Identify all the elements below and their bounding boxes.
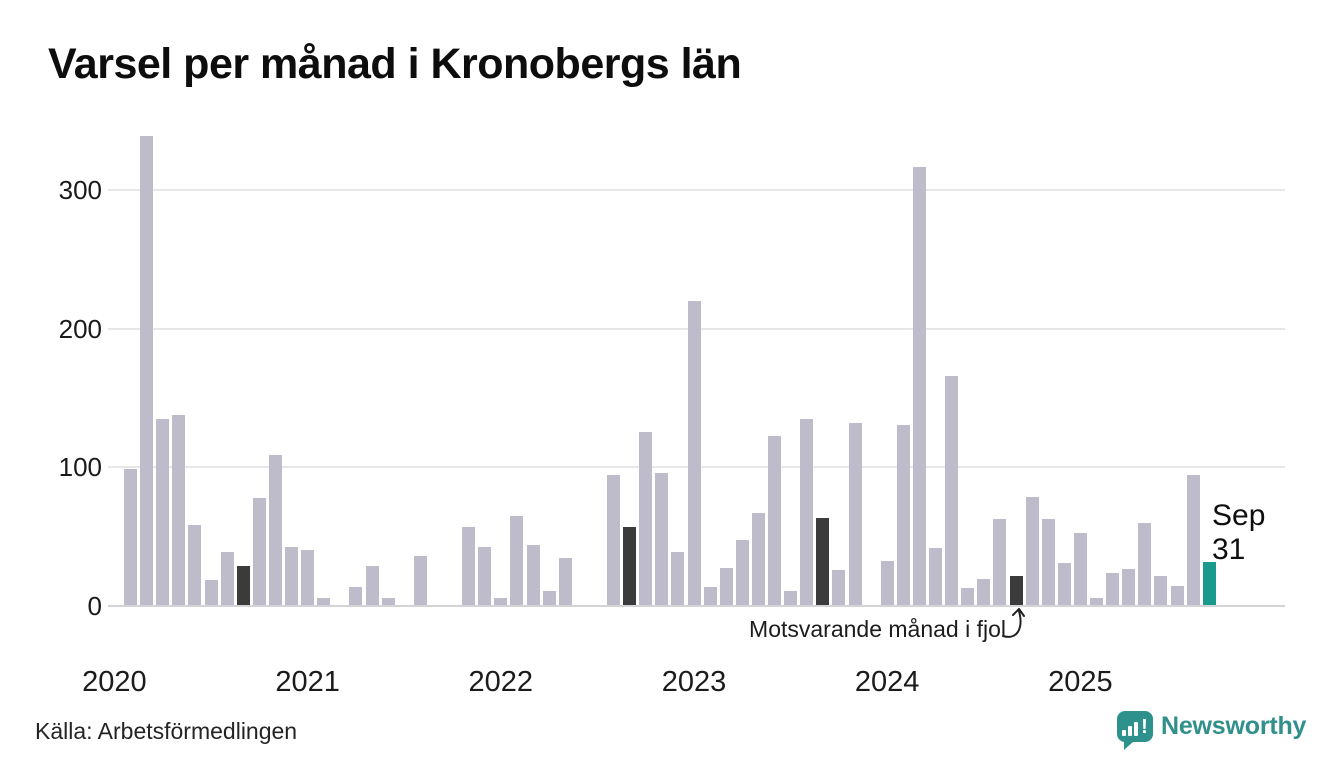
bar-2024-02 <box>896 424 910 605</box>
bar-2022-01 <box>494 598 508 605</box>
bar-2025-08 <box>1186 474 1200 605</box>
bar-2025-03 <box>1106 573 1120 605</box>
bar-2022-02 <box>510 516 524 605</box>
y-axis-tick-100: 100 <box>58 452 102 483</box>
bar-2024-04 <box>929 548 942 605</box>
chart-title: Varsel per månad i Kronobergs län <box>48 40 742 88</box>
bar-2020-06 <box>188 524 202 605</box>
x-axis-year-2025: 2025 <box>1048 666 1113 698</box>
bar-2025-02 <box>1090 598 1103 605</box>
bar-2020-09 <box>236 566 250 605</box>
x-axis-year-2023: 2023 <box>661 666 727 698</box>
last-year-annotation: Motsvarande månad i fjol <box>749 616 1006 642</box>
bar-2020-05 <box>172 414 186 605</box>
bar-2020-04 <box>156 419 170 605</box>
bar-2020-10 <box>252 498 266 605</box>
bar-2020-11 <box>268 455 282 605</box>
bar-2023-03 <box>719 567 733 605</box>
y-axis-tick-200: 200 <box>58 313 102 344</box>
bar-2023-11 <box>848 423 862 605</box>
bar-2022-12 <box>671 552 685 605</box>
bar-2021-01 <box>301 549 315 605</box>
gridline-300 <box>108 188 1285 191</box>
bar-2025-05 <box>1138 523 1152 605</box>
x-axis-year-2022: 2022 <box>468 666 534 698</box>
bar-2022-11 <box>655 473 669 605</box>
bar-2023-09 <box>816 517 830 605</box>
bar-2021-11 <box>462 527 476 605</box>
bar-2024-01 <box>880 560 894 605</box>
newsworthy-logo: ! Newsworthy <box>1117 711 1307 750</box>
newsworthy-logo-text: Newsworthy <box>1161 712 1307 740</box>
bar-2023-02 <box>703 586 717 605</box>
bar-2022-05 <box>558 557 572 605</box>
bar-2024-08 <box>993 519 1007 605</box>
current-value: 31 <box>1212 533 1246 566</box>
bar-2025-01 <box>1073 532 1087 605</box>
bar-2021-05 <box>365 566 379 605</box>
bar-2024-11 <box>1041 519 1055 605</box>
bar-2022-04 <box>542 591 556 605</box>
bar-2021-12 <box>478 546 492 605</box>
bar-2024-10 <box>1025 496 1039 605</box>
y-axis-tick-300: 300 <box>58 174 102 205</box>
x-axis-year-2020: 2020 <box>82 666 147 698</box>
bar-2023-01 <box>687 301 701 605</box>
bar-2021-02 <box>317 598 331 605</box>
bar-2025-06 <box>1154 575 1168 605</box>
bar-2021-04 <box>349 586 363 605</box>
current-value-label: Sep 31 <box>1212 499 1265 567</box>
bar-2022-10 <box>639 431 653 605</box>
newsworthy-logo-icon: ! <box>1117 711 1153 750</box>
bar-2023-05 <box>751 513 765 605</box>
y-axis-tick-0: 0 <box>87 591 102 621</box>
bar-2023-08 <box>800 419 814 605</box>
bar-2021-08 <box>413 556 427 605</box>
bar-2024-03 <box>912 166 926 605</box>
bar-2023-07 <box>784 591 798 605</box>
annotation-arrow-icon <box>1002 608 1025 638</box>
bar-2025-04 <box>1122 568 1136 605</box>
current-month-label: Sep <box>1212 499 1266 532</box>
bar-2020-03 <box>140 136 154 605</box>
bar-2020-08 <box>220 552 234 605</box>
bar-2023-06 <box>768 435 781 605</box>
bar-2024-09 <box>1009 575 1023 605</box>
source-credit: Källa: Arbetsförmedlingen <box>35 718 298 744</box>
bar-2025-09 <box>1202 562 1216 605</box>
bar-2020-12 <box>285 546 298 605</box>
gridline-0 <box>108 605 1285 607</box>
bar-2022-09 <box>623 527 637 605</box>
bar-2024-05 <box>945 376 959 605</box>
bar-2024-06 <box>961 588 975 605</box>
bar-2024-12 <box>1057 563 1071 605</box>
bar-2022-08 <box>607 474 620 605</box>
bar-2020-07 <box>204 580 218 605</box>
bar-2023-04 <box>735 539 749 605</box>
x-axis-year-2021: 2021 <box>275 666 340 698</box>
bar-2021-06 <box>381 598 395 605</box>
bar-2025-07 <box>1170 585 1184 605</box>
bar-2020-02 <box>124 469 137 605</box>
bar-2023-10 <box>832 570 846 605</box>
bar-2022-03 <box>526 545 540 605</box>
bar-2024-07 <box>977 578 991 605</box>
x-axis-year-2024: 2024 <box>854 666 920 698</box>
